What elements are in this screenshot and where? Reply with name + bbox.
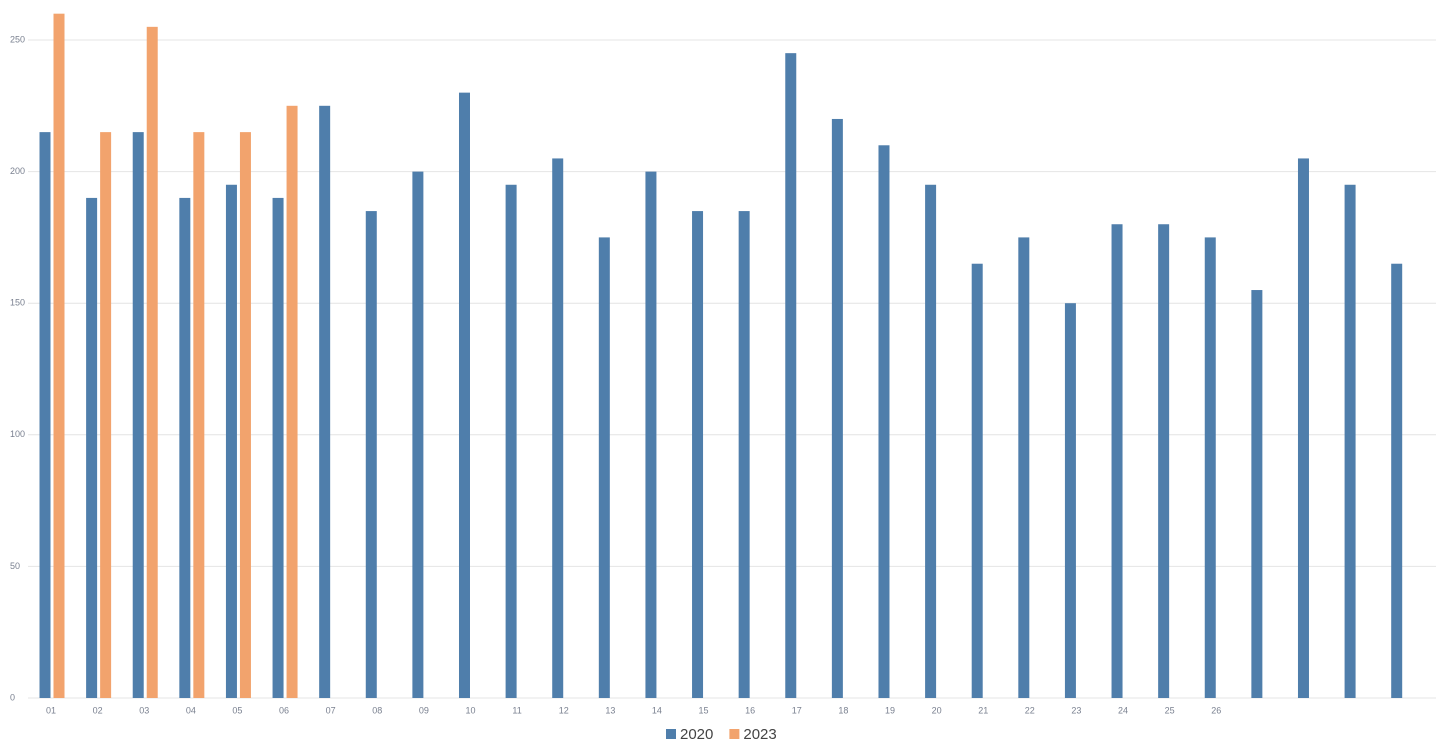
x-tick-label: 02	[93, 705, 103, 715]
bar	[785, 53, 797, 699]
bar	[831, 118, 843, 698]
bar	[53, 13, 65, 699]
bar	[1111, 224, 1123, 699]
bar	[878, 145, 890, 698]
bar	[1158, 224, 1170, 699]
y-tick-label: 0	[10, 692, 15, 702]
legend-swatch	[666, 729, 676, 739]
x-tick-label: 10	[465, 705, 475, 715]
y-tick-label: 100	[10, 429, 25, 439]
x-tick-label: 17	[792, 705, 802, 715]
bar	[738, 211, 750, 698]
x-tick-label: 26	[1211, 705, 1221, 715]
x-tick-label: 08	[372, 705, 382, 715]
bar	[1064, 303, 1076, 698]
x-tick-label: 20	[932, 705, 942, 715]
bar	[505, 184, 517, 698]
bar	[692, 211, 704, 698]
x-tick-label: 22	[1025, 705, 1035, 715]
legend-swatch	[729, 729, 740, 739]
x-tick-label: 09	[419, 705, 429, 715]
x-tick-label: 16	[745, 705, 755, 715]
x-tick-label: 18	[838, 705, 848, 715]
bar	[132, 132, 144, 698]
bar	[1344, 184, 1356, 698]
bar	[552, 158, 564, 698]
bar	[1297, 158, 1309, 698]
x-tick-label: 04	[186, 705, 196, 715]
x-tick-label: 12	[559, 705, 569, 715]
legend-label: 2020	[680, 726, 713, 740]
bar	[272, 197, 284, 699]
legend-label: 2023	[743, 726, 776, 740]
bar	[179, 197, 191, 699]
bar	[598, 237, 610, 698]
bar	[458, 92, 470, 698]
bar	[239, 132, 251, 698]
y-tick-label: 50	[10, 561, 20, 571]
x-tick-label: 25	[1165, 705, 1175, 715]
bar	[100, 132, 112, 698]
bar	[645, 171, 657, 699]
x-tick-label: 03	[139, 705, 149, 715]
bar	[286, 105, 298, 699]
x-tick-label: 14	[652, 705, 662, 715]
y-tick-label: 250	[10, 34, 25, 44]
bar	[1204, 237, 1216, 698]
bar	[146, 26, 158, 698]
bar	[365, 211, 377, 698]
bar	[412, 171, 424, 699]
x-tick-label: 23	[1071, 705, 1081, 715]
x-tick-label: 11	[512, 705, 521, 715]
bar	[971, 263, 983, 698]
grid	[28, 39, 1436, 699]
bars	[39, 13, 1403, 699]
bar	[225, 184, 237, 698]
x-tick-label: 05	[232, 705, 242, 715]
y-tick-label: 200	[10, 166, 25, 176]
x-tick-label: 06	[279, 705, 289, 715]
bar	[1391, 263, 1403, 698]
bar	[86, 197, 98, 699]
x-tick-label: 13	[605, 705, 615, 715]
labels: 0 50 100 150 200 250 01 02 03 04 05 06 07 08 09 10 11 12 1…	[10, 34, 1221, 715]
x-tick-label: 21	[978, 705, 988, 715]
legend: 2020 2023	[666, 726, 777, 740]
y-tick-label: 150	[10, 298, 25, 308]
x-tick-label: 01	[46, 705, 56, 715]
bar	[319, 105, 331, 699]
bar	[925, 184, 937, 698]
bar	[39, 132, 51, 698]
x-tick-label: 19	[885, 705, 895, 715]
bar	[1251, 290, 1263, 698]
x-tick-label: 24	[1118, 705, 1128, 715]
x-tick-label: 07	[326, 705, 336, 715]
bar	[193, 132, 205, 698]
x-tick-label: 15	[699, 705, 709, 715]
bar	[1018, 237, 1030, 698]
